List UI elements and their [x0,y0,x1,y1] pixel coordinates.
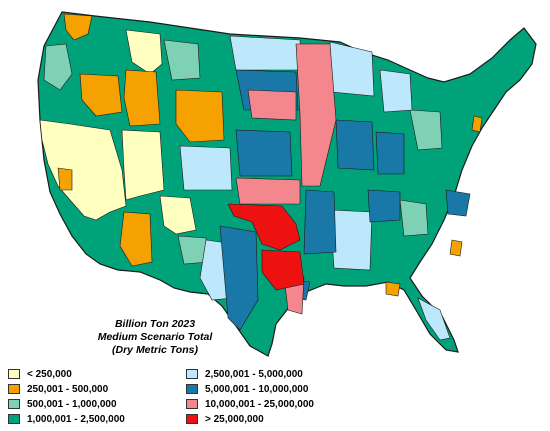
region-c1-west [39,119,127,221]
region-c5-fl [417,297,451,341]
legend-swatch [186,384,198,394]
legend-swatch [186,369,198,379]
region-c2-wy2 [175,89,225,143]
legend-label: < 250,000 [27,368,72,380]
region-c2-gulf [385,281,401,297]
region-c2-ne1 [471,115,483,133]
legend-item: 5,000,001 - 10,000,000 [186,383,308,395]
region-c5-ms [329,209,373,271]
legend-swatch [8,384,20,394]
legend-item: 500,001 - 1,000,000 [8,398,117,410]
region-c7-ne [235,177,301,205]
legend-label: 1,000,001 - 2,500,000 [27,413,125,425]
region-c6-il [335,119,375,171]
region-c1-utah [121,129,165,201]
region-c6-ar [303,189,337,255]
map-title: Billion Ton 2023 Medium Scenario Total (… [70,318,240,357]
legend-item: 1,000,001 - 2,500,000 [8,413,125,425]
region-c6-ks [235,129,293,177]
map-title-line-3: (Dry Metric Tons) [112,344,198,356]
region-c2-or [79,73,123,117]
region-c7-mn2 [247,89,297,121]
region-c3-mt [163,39,201,81]
legend-label: 250,001 - 500,000 [27,383,109,395]
region-c3-se [399,199,429,237]
legend-swatch [8,399,20,409]
region-c6-tn [367,189,401,223]
region-c8-ok [227,203,301,251]
region-c2-id [123,69,161,127]
legend-item: < 250,000 [8,368,72,380]
region-c3-east [409,109,443,151]
region-c5-nd [229,35,303,71]
legend-label: > 25,000,000 [205,413,264,425]
legend-label: 500,001 - 1,000,000 [27,398,117,410]
region-c3-nw [43,43,73,91]
legend-label: 2,500,001 - 5,000,000 [205,368,303,380]
legend-swatch [186,399,198,409]
legend-item: > 25,000,000 [186,413,264,425]
region-c7-ia [295,43,337,187]
map-title-line-2: Medium Scenario Total [97,331,213,343]
region-c6-tx [219,225,259,331]
legend-swatch [8,369,20,379]
region-c6-nc [445,189,471,217]
region-c2-se1 [449,239,463,257]
region-c1-wy [125,29,163,75]
region-c5-mn [329,41,375,97]
map-title-line-1: Billion Ton 2023 [114,318,196,330]
region-c2-wa [63,13,93,41]
legend-label: 5,000,001 - 10,000,000 [205,383,309,395]
legend-item: 250,001 - 500,000 [8,383,108,395]
legend-label: 10,000,001 - 25,000,000 [205,398,314,410]
region-c5-mi [379,69,413,113]
legend-swatch [8,414,20,424]
region-c6-oh [375,131,405,175]
region-c8-tx [261,249,305,291]
region-c2-az [119,211,153,267]
region-c1-nm [159,195,197,235]
region-c5-co [179,145,233,191]
map-legend: < 250,000 250,001 - 500,000 500,001 - 1,… [8,368,388,428]
region-c2-ca [57,167,73,191]
legend-item: 2,500,001 - 5,000,000 [186,368,303,380]
legend-swatch [186,414,198,424]
legend-item: 10,000,001 - 25,000,000 [186,398,314,410]
